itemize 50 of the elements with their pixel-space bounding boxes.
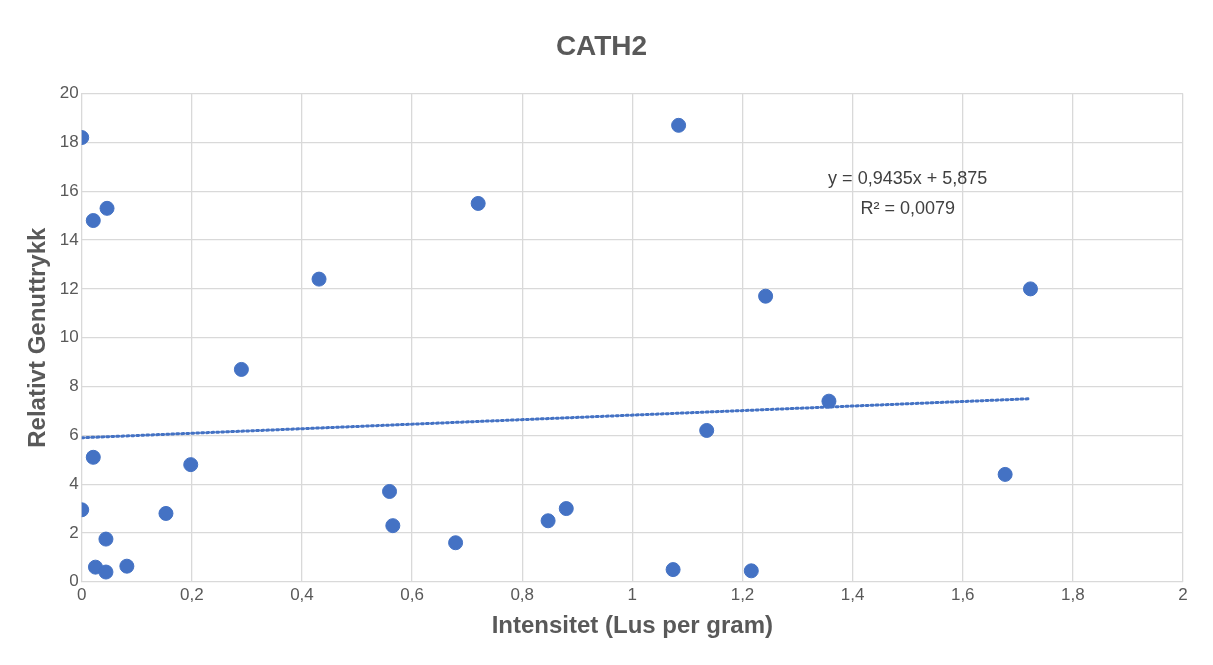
y-tick-label: 2 xyxy=(69,522,79,542)
x-tick-label: 1,6 xyxy=(950,584,975,604)
x-tick-label: 0,2 xyxy=(180,584,204,604)
x-tick-label: 1,4 xyxy=(840,584,865,604)
y-tick-label: 20 xyxy=(59,83,79,103)
point xyxy=(311,271,327,287)
y-tick-label: 18 xyxy=(59,132,79,152)
y-tick-label: 12 xyxy=(59,278,79,298)
point xyxy=(758,288,774,304)
y-tick-label: 0 xyxy=(69,571,79,591)
annotation: y = 0,9435x + 5,875 xyxy=(828,168,988,188)
y-tick-label: 4 xyxy=(69,473,79,493)
point xyxy=(743,563,759,579)
x-tick-label: 2 xyxy=(1178,584,1188,604)
point xyxy=(98,564,114,580)
x-tick-label: 0,6 xyxy=(400,584,424,604)
point xyxy=(158,505,174,521)
point xyxy=(382,483,398,499)
y-tick-label: 16 xyxy=(59,180,79,200)
point xyxy=(699,422,715,438)
point xyxy=(540,513,556,529)
y-tick-label: 6 xyxy=(69,425,79,445)
point xyxy=(448,535,464,551)
x-tick-label: 1 xyxy=(627,584,638,604)
x-tick-label: 0,4 xyxy=(290,584,314,604)
y-tick-label: 14 xyxy=(59,229,79,249)
point xyxy=(385,518,401,534)
point xyxy=(98,531,114,547)
chart-title: CATH2 xyxy=(555,29,648,61)
point xyxy=(671,117,687,133)
x-axis-title: Intensitet (Lus per gram) xyxy=(491,611,774,639)
point xyxy=(119,558,135,574)
y-axis-title: Relativt Genuttrykk xyxy=(23,227,51,448)
point xyxy=(665,562,681,578)
point xyxy=(470,195,486,211)
point xyxy=(183,457,199,473)
y-tick-label: 10 xyxy=(59,327,79,347)
x-tick-label: 1,8 xyxy=(1061,584,1085,604)
point xyxy=(997,466,1013,482)
point xyxy=(85,213,101,229)
x-tick-label: 0,8 xyxy=(510,584,535,604)
annotation: R² = 0,0079 xyxy=(860,198,955,218)
point xyxy=(233,361,249,377)
point xyxy=(85,449,101,465)
point xyxy=(821,393,837,409)
x-tick-label: 1,2 xyxy=(730,584,755,604)
point xyxy=(99,200,115,216)
y-tick-label: 8 xyxy=(69,376,79,396)
point xyxy=(558,501,574,517)
point xyxy=(1022,281,1038,297)
